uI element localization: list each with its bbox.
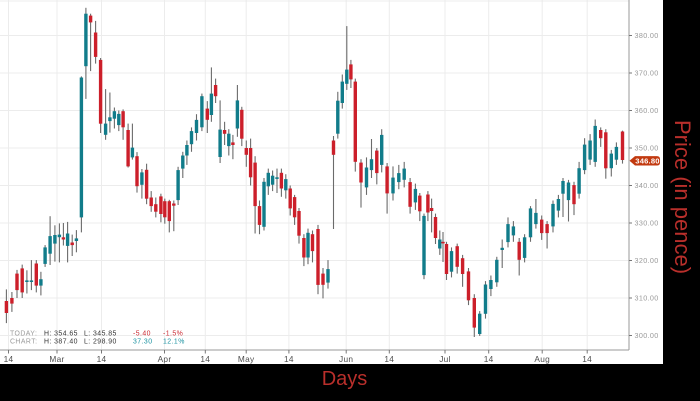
svg-text:Jun: Jun <box>339 354 353 364</box>
svg-text:14: 14 <box>484 354 494 364</box>
svg-text:370.00: 370.00 <box>635 69 659 78</box>
svg-text:-5.40: -5.40 <box>133 331 151 338</box>
svg-text:CHART:: CHART: <box>10 338 37 345</box>
svg-text:Aug: Aug <box>534 354 550 364</box>
svg-text:14: 14 <box>384 354 394 364</box>
svg-text:37.30: 37.30 <box>133 338 153 345</box>
svg-text:L: 345.85: L: 345.85 <box>84 331 117 338</box>
svg-text:350.00: 350.00 <box>635 144 659 153</box>
svg-text:May: May <box>238 354 255 364</box>
svg-text:340.00: 340.00 <box>635 181 659 190</box>
svg-text:310.00: 310.00 <box>635 294 659 303</box>
svg-text:12.1%: 12.1% <box>163 338 185 345</box>
svg-text:TODAY:: TODAY: <box>10 331 37 338</box>
svg-text:Mar: Mar <box>49 354 64 364</box>
svg-text:320.00: 320.00 <box>635 256 659 265</box>
svg-text:360.00: 360.00 <box>635 106 659 115</box>
svg-text:14: 14 <box>97 354 107 364</box>
svg-text:H: 354.65: H: 354.65 <box>44 331 78 338</box>
svg-text:Jul: Jul <box>439 354 451 364</box>
svg-text:346.80: 346.80 <box>635 157 659 166</box>
svg-text:380.00: 380.00 <box>635 31 659 40</box>
svg-text:14: 14 <box>4 354 14 364</box>
svg-text:H: 387.40: H: 387.40 <box>44 338 78 345</box>
svg-text:-1.5%: -1.5% <box>163 331 183 338</box>
svg-text:L: 298.90: L: 298.90 <box>84 338 117 345</box>
svg-text:Apr: Apr <box>158 354 172 364</box>
svg-text:300.00: 300.00 <box>635 331 659 340</box>
svg-text:14: 14 <box>582 354 592 364</box>
svg-text:14: 14 <box>200 354 210 364</box>
svg-text:14: 14 <box>284 354 294 364</box>
svg-text:330.00: 330.00 <box>635 219 659 228</box>
